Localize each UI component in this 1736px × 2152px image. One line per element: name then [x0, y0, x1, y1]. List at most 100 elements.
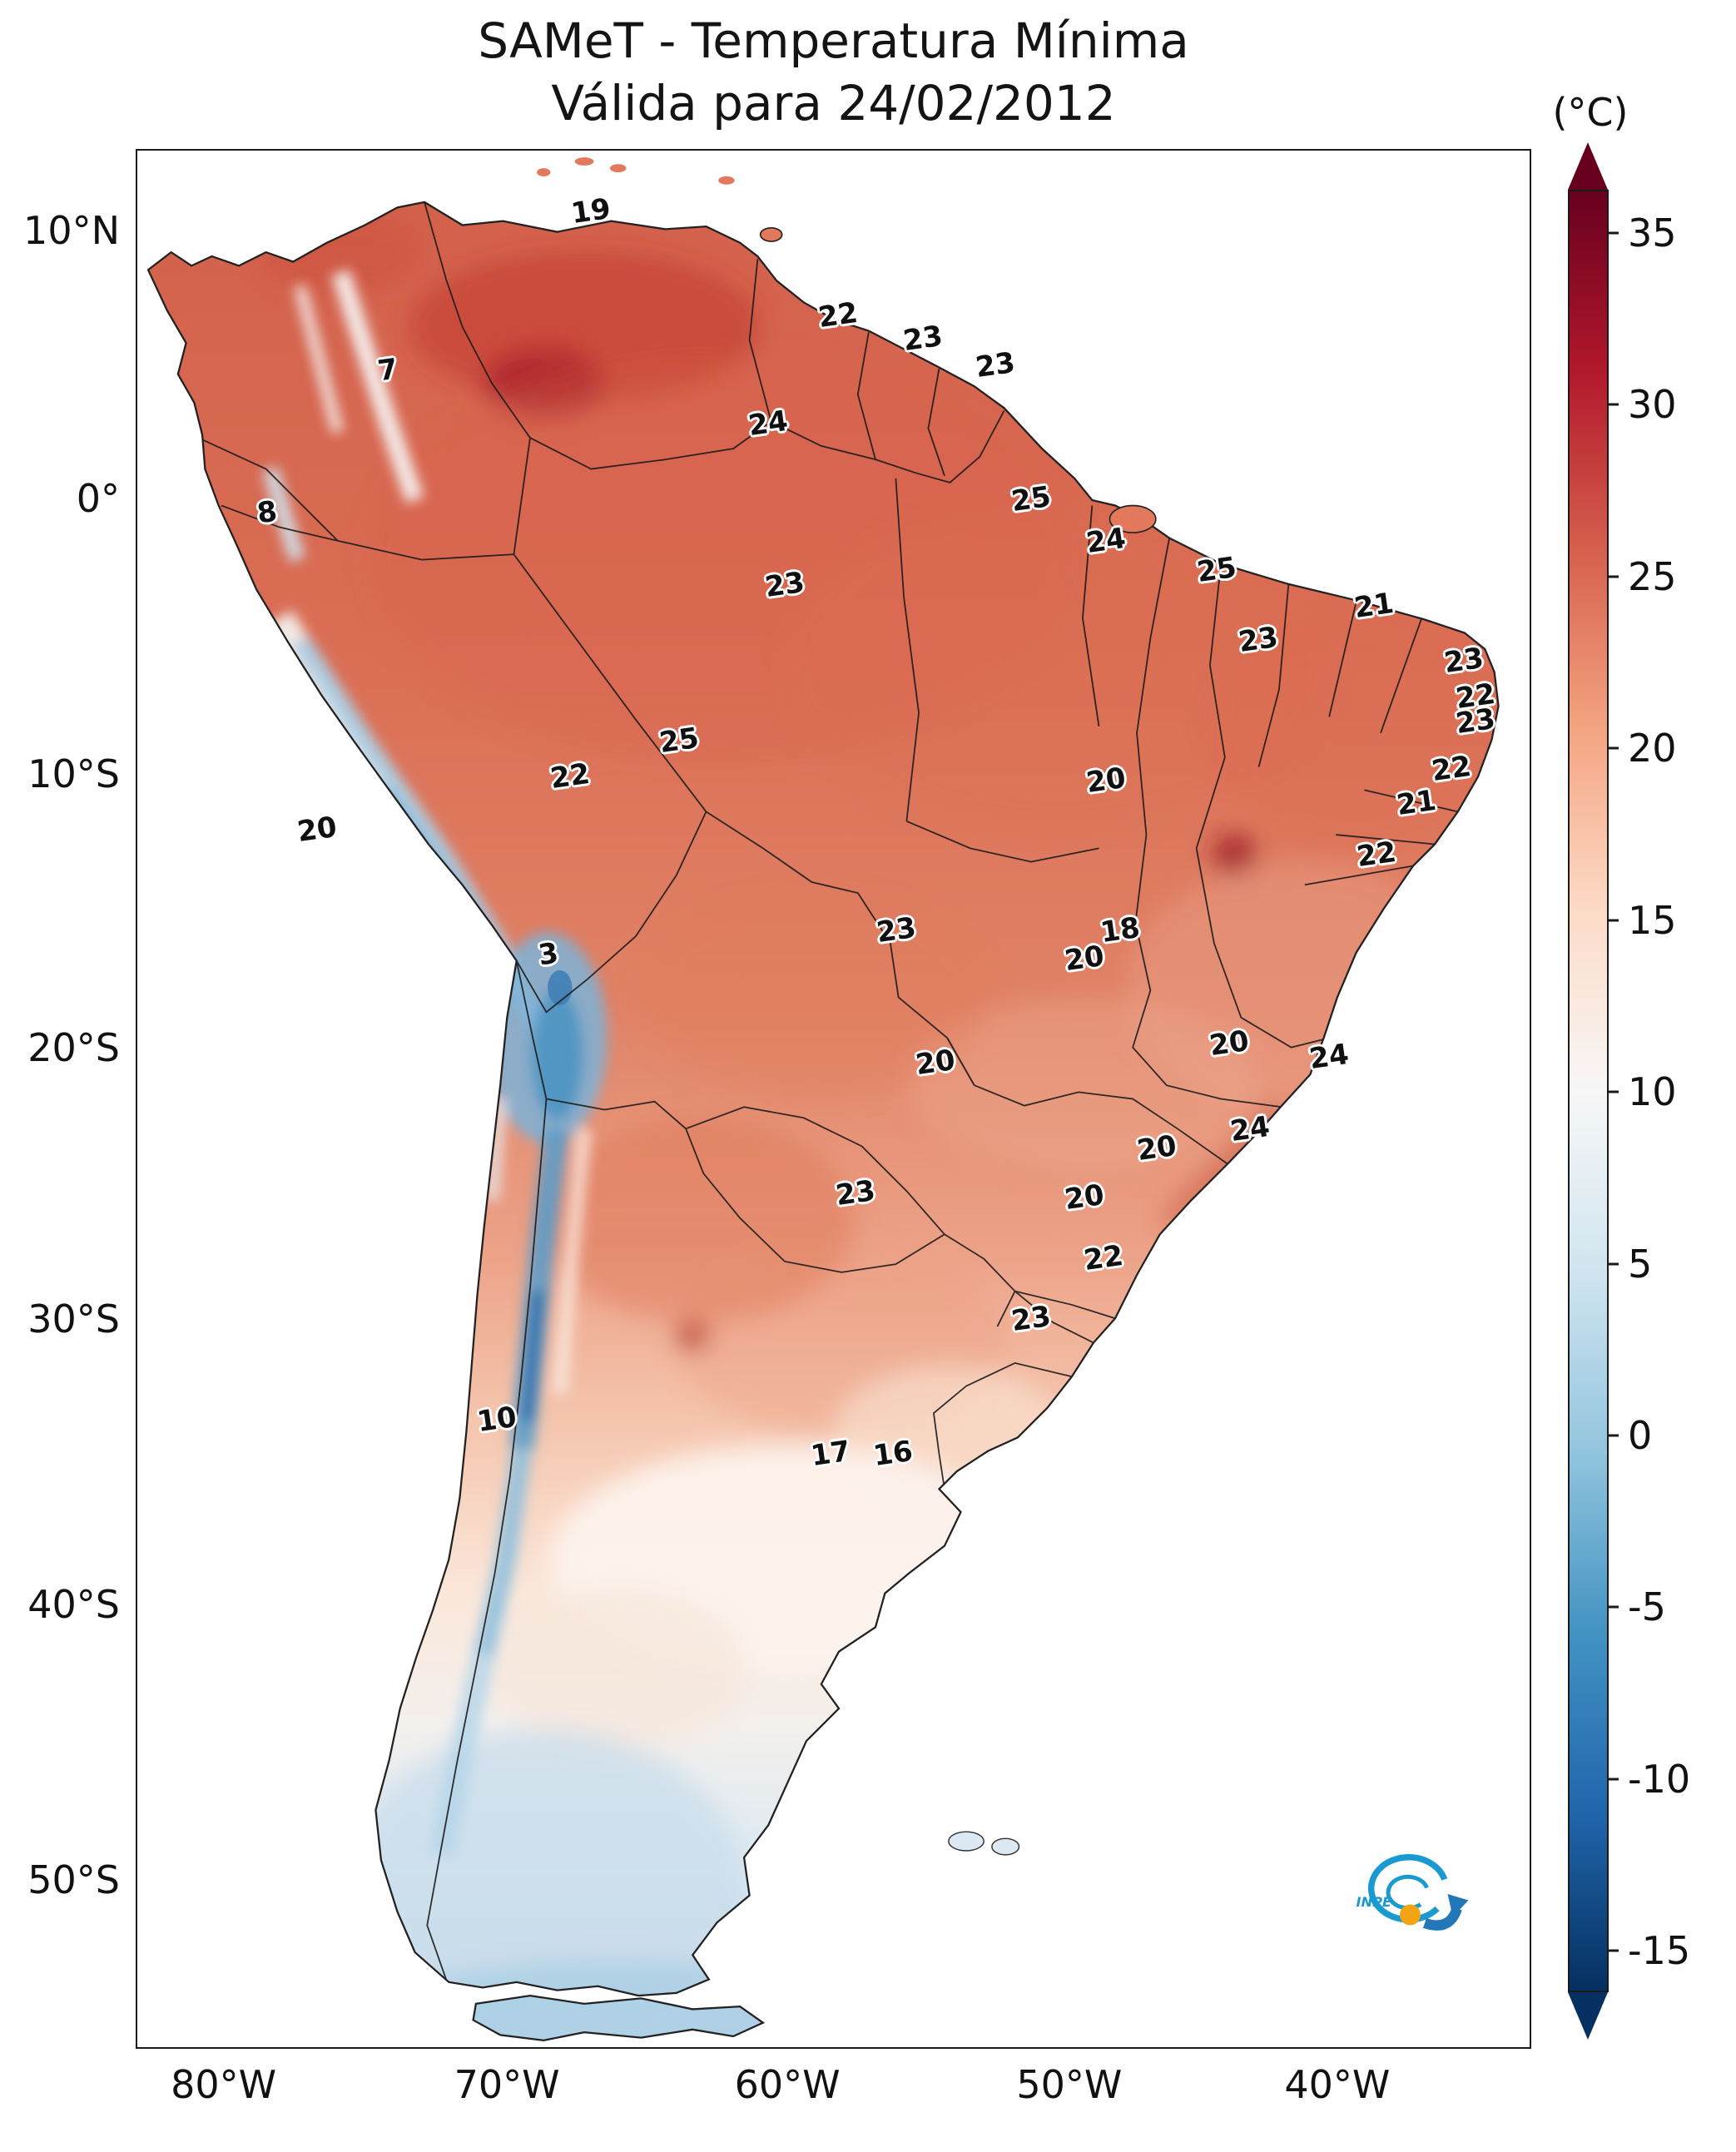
station-temp-label: 24 — [1307, 1038, 1352, 1077]
title-line-2: Válida para 24/02/2012 — [551, 75, 1116, 132]
station-temp-label: 10 — [474, 1400, 518, 1439]
station-temp-label: 17 — [808, 1434, 853, 1473]
title-line-1: SAMeT - Temperatura Mínima — [478, 12, 1189, 69]
colorbar-tick-mark — [1609, 231, 1619, 235]
inpe-orange-dot — [1400, 1904, 1421, 1926]
station-temp-label: 24 — [1084, 522, 1128, 561]
longitude-axis: 80°W 70°W 60°W 50°W 40°W — [136, 2062, 1531, 2129]
lat-tick-label: 0° — [76, 476, 120, 522]
station-temp-label: 23 — [762, 565, 807, 604]
inpe-logo-text: INPE — [1357, 1894, 1392, 1910]
station-temp-label: 16 — [871, 1434, 915, 1473]
station-temp-label: 23 — [874, 910, 918, 950]
colorbar-tick-mark — [1609, 1949, 1619, 1952]
station-temp-label: 20 — [1062, 939, 1106, 978]
colorbar-tick-label: 30 — [1628, 382, 1677, 428]
station-temp-label: 22 — [548, 756, 593, 796]
islands — [537, 157, 1157, 1856]
colorbar-tick-label: 10 — [1628, 1069, 1677, 1115]
colorbar-tick-labels: 35 30 25 20 15 10 5 0 -5 -10 -15 — [1628, 190, 1736, 1992]
lat-tick-label: 10°N — [23, 208, 120, 254]
station-temp-label: 25 — [1194, 550, 1238, 589]
station-temp-label: 23 — [834, 1174, 878, 1213]
map-plot: 19 22 23 23 7 24 25 8 24 25 23 21 23 23 22 23 25 22 20 22 21… — [136, 149, 1531, 2049]
station-temp-label: 22 — [1354, 835, 1399, 874]
lon-tick-label: 40°W — [1284, 2062, 1391, 2107]
station-temp-label: 22 — [816, 296, 860, 335]
caribbean-island — [537, 168, 551, 176]
country-borders — [197, 201, 1458, 1980]
station-temp-label: 20 — [913, 1044, 957, 1083]
station-temp-label: 23 — [1009, 1299, 1054, 1338]
lat-tick-label: 40°S — [27, 1581, 120, 1627]
station-temp-label: 20 — [1207, 1024, 1251, 1064]
latitude-axis: 10°N 0° 10°S 20°S 30°S 40°S 50°S — [0, 149, 125, 2049]
colorbar-tick-label: 35 — [1628, 210, 1677, 255]
caribbean-island — [609, 164, 627, 173]
coastline — [146, 201, 1500, 1997]
colorbar-tick-mark — [1609, 1434, 1619, 1437]
station-temp-label: 21 — [1352, 586, 1396, 626]
trinidad-island — [759, 226, 783, 242]
caribbean-island — [574, 157, 594, 166]
station-temp-label: 25 — [1009, 480, 1054, 519]
station-temp-label: 24 — [746, 404, 791, 444]
station-temp-label: 20 — [1134, 1128, 1178, 1168]
colorbar-tick-mark — [1609, 575, 1619, 578]
colorbar-tick-mark — [1609, 1605, 1619, 1609]
colorbar-tick-label: 25 — [1628, 553, 1677, 599]
station-labels-layer: 19 22 23 23 7 24 25 8 24 25 23 21 23 23 22 23 25 22 20 22 21… — [137, 151, 1530, 2047]
colorbar-tick-marks — [1609, 190, 1620, 1992]
colorbar-tick-label: -10 — [1628, 1756, 1691, 1802]
station-temp-label: 22 — [1430, 749, 1474, 789]
colorbar-tick-label: 5 — [1628, 1241, 1653, 1287]
station-temp-label: 23 — [1236, 620, 1280, 660]
lat-tick-label: 10°S — [27, 751, 120, 797]
colorbar-extend-arrow-top — [1568, 142, 1608, 190]
colorbar-tick-mark — [1609, 1262, 1619, 1265]
station-temp-label: 18 — [1098, 910, 1143, 950]
colorbar-tick-label: -5 — [1628, 1584, 1666, 1630]
station-temp-label: 23 — [1442, 641, 1486, 681]
lon-tick-label: 60°W — [734, 2062, 841, 2107]
station-temp-label: 23 — [973, 345, 1017, 384]
colorbar-extend-arrow-bottom — [1568, 1992, 1608, 2040]
tierra-del-fuego-coastline — [472, 1994, 766, 2042]
lat-tick-label: 20°S — [27, 1024, 120, 1070]
colorbar-tick-label: 15 — [1628, 897, 1677, 943]
station-temp-label: 22 — [1081, 1238, 1126, 1278]
lon-tick-label: 50°W — [1016, 2062, 1123, 2107]
station-temp-label: 20 — [1084, 761, 1128, 800]
station-temp-label: 21 — [1395, 783, 1439, 823]
inpe-logo: INPE — [1357, 1853, 1469, 1931]
lat-tick-label: 30°S — [27, 1297, 120, 1342]
station-temp-label: 7 — [375, 352, 400, 389]
lon-tick-label: 80°W — [171, 2062, 277, 2107]
colorbar-unit-label: (°C) — [1552, 90, 1629, 135]
station-temp-label: 20 — [295, 810, 340, 849]
marajo-island — [1109, 504, 1157, 533]
colorbar-tick-label: 0 — [1628, 1412, 1653, 1458]
colorbar-gradient — [1568, 190, 1609, 1992]
lon-tick-label: 70°W — [454, 2062, 560, 2107]
falkland-island-east — [991, 1837, 1020, 1856]
inpe-arrow-head — [1447, 1893, 1469, 1917]
station-temp-label: 20 — [1062, 1178, 1106, 1217]
south-america-map-svg — [146, 157, 1500, 2042]
falkland-island-west — [948, 1831, 985, 1852]
station-temp-label: 24 — [1228, 1109, 1272, 1149]
colorbar-tick-mark — [1609, 1090, 1619, 1093]
station-temp-label: 23 — [1453, 702, 1497, 741]
colorbar-tick-label: 20 — [1628, 726, 1677, 771]
colorbar: 35 30 25 20 15 10 5 0 -5 -10 -15 — [1568, 142, 1690, 2040]
page-title: SAMeT - Temperatura Mínima Válida para 2… — [136, 10, 1531, 136]
colorbar-tick-mark — [1609, 919, 1619, 922]
caribbean-island — [718, 176, 735, 185]
colorbar-tick-mark — [1609, 1778, 1619, 1781]
inpe-swirl-inner — [1386, 1874, 1429, 1911]
station-temp-label: 25 — [657, 721, 702, 760]
colorbar-tick-mark — [1609, 403, 1619, 406]
station-temp-label: 23 — [900, 319, 945, 358]
station-temp-label: 8 — [255, 494, 280, 531]
colorbar-tick-label: -15 — [1628, 1928, 1691, 1974]
